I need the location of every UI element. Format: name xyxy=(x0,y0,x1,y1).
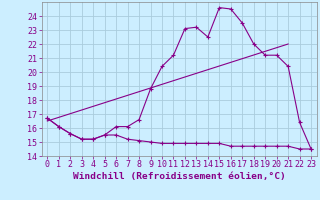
X-axis label: Windchill (Refroidissement éolien,°C): Windchill (Refroidissement éolien,°C) xyxy=(73,172,285,181)
